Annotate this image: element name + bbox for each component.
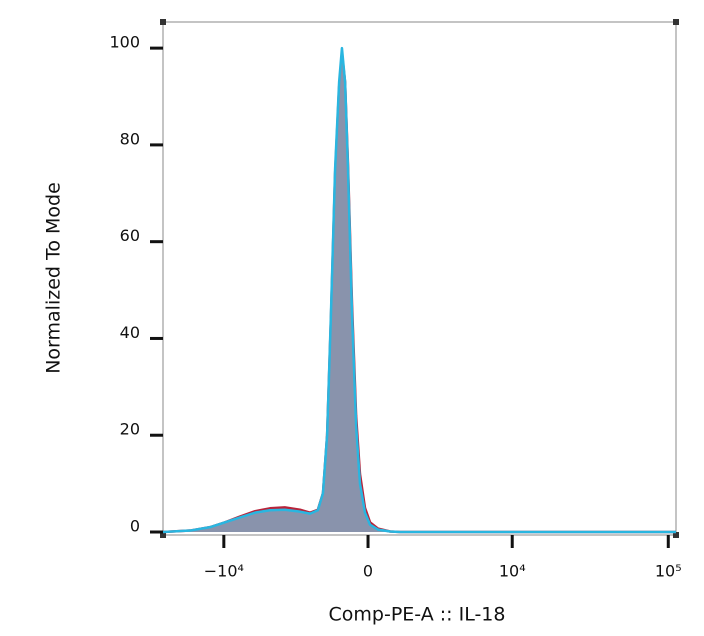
y-tick-label: 0 bbox=[130, 517, 140, 536]
line bbox=[162, 51, 676, 534]
plot-frame bbox=[162, 21, 677, 536]
corner bbox=[673, 532, 679, 538]
y-tick-label: 40 bbox=[120, 323, 140, 342]
corner bbox=[160, 19, 166, 25]
line bbox=[162, 46, 676, 534]
area bbox=[163, 48, 676, 533]
y-axis-title: Normalized To Mode bbox=[43, 182, 65, 374]
y-tick-label: 80 bbox=[120, 129, 140, 148]
area bbox=[163, 52, 676, 532]
y-tick-label: 20 bbox=[120, 420, 140, 439]
x-tick-label: −10⁴ bbox=[204, 562, 244, 581]
corner bbox=[160, 532, 166, 538]
y-tick-label: 100 bbox=[109, 33, 140, 52]
x-tick-label: 0 bbox=[363, 562, 373, 581]
x-axis-title: Comp-PE-A :: IL-18 bbox=[329, 604, 506, 626]
corner bbox=[673, 19, 679, 25]
x-tick-label: 10⁴ bbox=[499, 562, 526, 581]
y-tick-label: 60 bbox=[120, 226, 140, 245]
x-tick-label: 10⁵ bbox=[655, 562, 682, 581]
